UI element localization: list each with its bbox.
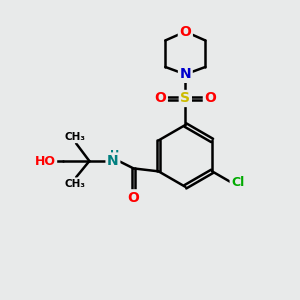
Text: CH₃: CH₃ [64,132,85,142]
Text: N: N [107,154,119,168]
Text: S: S [180,92,190,106]
Text: O: O [179,25,191,39]
Text: Cl: Cl [231,176,244,189]
Text: O: O [128,191,140,205]
Text: HO: HO [35,154,56,167]
Text: O: O [154,92,166,106]
Text: N: N [179,67,191,81]
Text: H: H [110,150,119,160]
Text: O: O [204,92,216,106]
Text: CH₃: CH₃ [64,179,85,189]
